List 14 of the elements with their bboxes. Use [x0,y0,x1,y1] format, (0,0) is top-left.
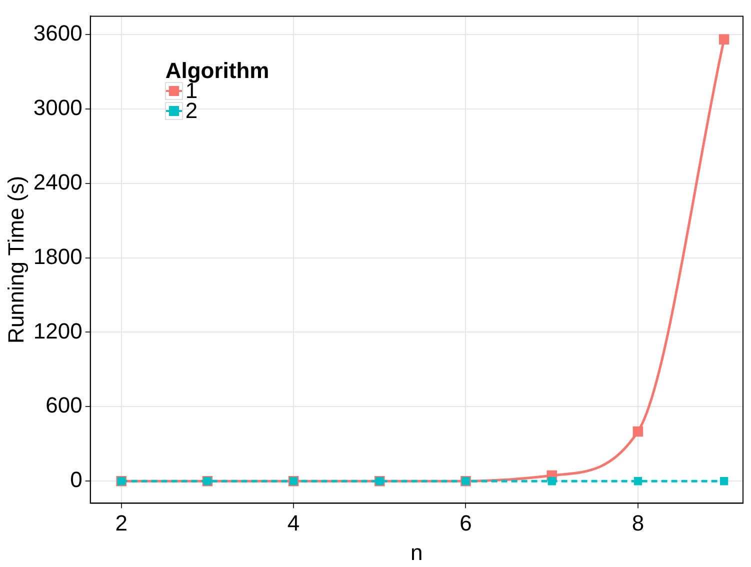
y-tick-label: 2400 [33,169,82,194]
y-tick-label: 3000 [33,94,82,120]
legend-label: 2 [185,98,198,124]
y-tick-label: 0 [70,467,82,492]
y-tick-label: 1800 [33,244,82,269]
y-tick-label: 1200 [33,318,82,344]
x-tick-label: 4 [287,510,300,536]
x-tick-label: 2 [115,510,128,536]
x-tick-label: 6 [460,510,472,536]
y-tick-label: 600 [46,392,82,418]
x-tick-label: 8 [632,510,644,536]
x-axis-title: n [410,540,423,565]
y-tick-label: 3600 [33,20,82,46]
y-axis-title: Running Time (s) [3,176,28,344]
